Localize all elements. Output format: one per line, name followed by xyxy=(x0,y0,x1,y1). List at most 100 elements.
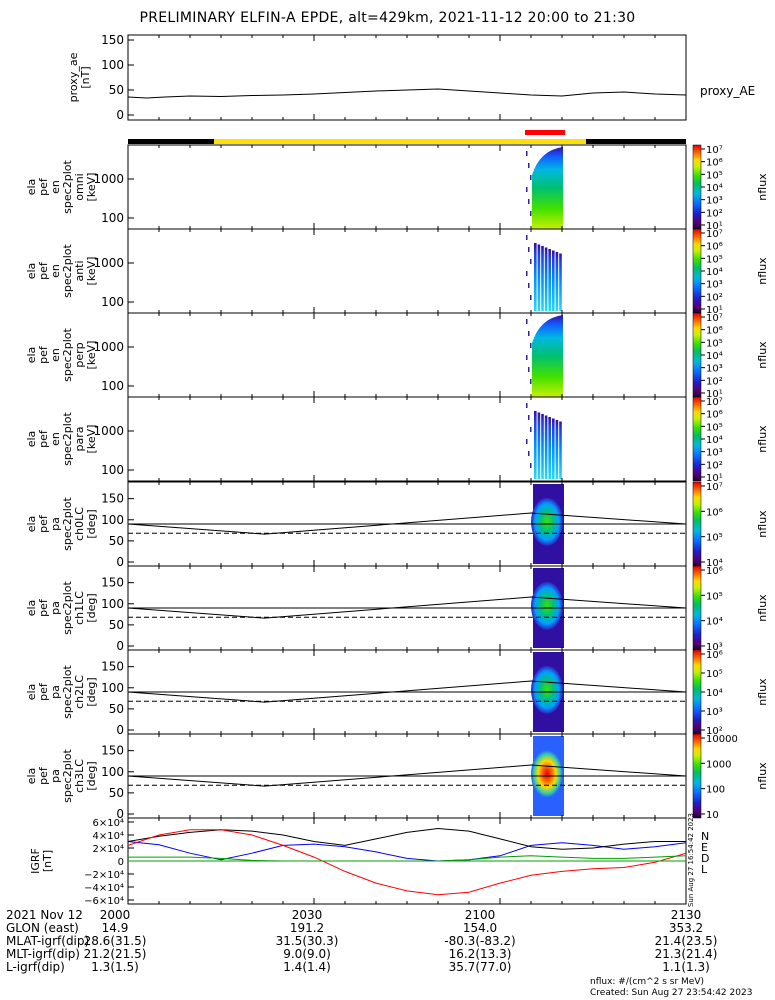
energy-panel-ylabel: pef xyxy=(37,177,50,196)
spectrogram-stripe xyxy=(544,415,548,479)
colorbar-label: nflux xyxy=(756,173,769,201)
y-tick-label: −4×10⁴ xyxy=(84,883,124,894)
colorbar-tick-label: 10¹ xyxy=(706,389,723,400)
pitch-panel-ylabel: [deg] xyxy=(85,509,98,538)
colorbar-tick-label: 10¹ xyxy=(706,305,723,316)
spectrogram-stripe xyxy=(541,414,544,479)
table-cell: 191.2 xyxy=(289,921,325,935)
colorbar-tick-label: 10⁵ xyxy=(706,533,723,544)
colorbar-tick-label: 10⁵ xyxy=(706,170,723,181)
pitch-colorbar xyxy=(692,481,702,567)
energy-panel-ylabel: en xyxy=(49,264,62,278)
energy-panel-ylabel: en xyxy=(49,348,62,362)
spectrogram-speck xyxy=(528,451,530,456)
pitch-colorbar xyxy=(692,565,702,651)
colorbar-tick-label: 10⁴ xyxy=(706,351,723,362)
spectrogram-stripe xyxy=(552,418,555,479)
spectrogram-speck xyxy=(526,235,528,240)
spectrogram-speck xyxy=(530,211,532,216)
spectrogram-stripe xyxy=(537,412,541,479)
energy-panel-ylabel: [keV] xyxy=(85,425,98,454)
pitch-panel-ylabel: pef xyxy=(37,766,50,785)
pitch-panel-ylabel: ela xyxy=(25,516,38,533)
pitch-panel-ylabel: pa xyxy=(49,769,62,783)
pitch-core xyxy=(531,665,563,714)
pitch-panel-ylabel: ch0LC xyxy=(73,507,86,541)
y-tick-label: 50 xyxy=(109,83,124,97)
y-tick-label: 100 xyxy=(101,765,124,779)
colorbar-tick-label: 10⁶ xyxy=(706,326,723,337)
y-tick-label: 0 xyxy=(116,807,124,821)
spectrogram-speck xyxy=(526,271,528,276)
colorbar-label: nflux xyxy=(756,594,769,622)
pitch-panel-ylabel: ela xyxy=(25,600,38,617)
energy-colorbar xyxy=(692,228,702,314)
spectrogram-speck xyxy=(528,367,530,372)
energy-panel-ylabel: spec2plot xyxy=(61,160,74,214)
colorbar-tick-label: 10⁶ xyxy=(706,566,723,577)
units-note: nflux: #/(cm^2 s sr MeV) xyxy=(590,977,704,987)
colorbar-tick-label: 10⁶ xyxy=(706,158,723,169)
spectrogram-speck xyxy=(528,331,530,336)
colorbar-label: nflux xyxy=(756,341,769,369)
table-cell: -80.3(-83.2) xyxy=(444,934,516,948)
colorbar-tick-label: 10⁶ xyxy=(706,410,723,421)
energy-panel-frame xyxy=(127,396,687,482)
y-tick-label: 1000 xyxy=(93,424,124,438)
energy-colorbar xyxy=(692,312,702,398)
energy-panel-ylabel: spec2plot xyxy=(61,244,74,298)
colorbar-tick-label: 10⁵ xyxy=(706,338,723,349)
colorbar-tick-label: 10⁵ xyxy=(706,254,723,265)
table-cell: 21.2(21.5) xyxy=(83,947,147,961)
colorbar-tick-label: 10² xyxy=(706,208,723,219)
proxy-ae-ylabel: [nT] xyxy=(79,66,92,88)
y-tick-label: 4×10⁴ xyxy=(93,831,124,842)
colorbar-tick-label: 10¹ xyxy=(706,473,723,484)
pitch-panel-ylabel: spec2plot xyxy=(61,497,74,551)
spectrogram-speck xyxy=(530,343,532,348)
y-tick-label: 100 xyxy=(101,295,124,309)
energy-panel-frame xyxy=(127,144,687,230)
y-tick-label: 100 xyxy=(101,513,124,527)
colorbar-tick-label: 10³ xyxy=(706,196,723,207)
pitch-panel-ylabel: pef xyxy=(37,682,50,701)
y-tick-label: 1000 xyxy=(93,172,124,186)
colorbar-tick-label: 10⁶ xyxy=(706,242,723,253)
table-cell: 2100 xyxy=(464,908,496,922)
y-tick-label: 0 xyxy=(118,857,124,868)
igrf-ylabel: [nT] xyxy=(41,850,54,872)
pitch-panel-ylabel: spec2plot xyxy=(61,749,74,803)
table-row-label: 2021 Nov 12 xyxy=(6,908,83,922)
spectrogram-speck xyxy=(530,463,532,468)
table-cell: 14.9 xyxy=(101,921,129,935)
spectrogram-speck xyxy=(526,439,528,444)
colorbar-tick-label: 10⁴ xyxy=(706,435,723,446)
energy-panel-ylabel: pef xyxy=(37,345,50,364)
spectrogram-speck xyxy=(530,379,532,384)
spectrogram-speck xyxy=(528,247,530,252)
y-tick-label: −6×10⁴ xyxy=(84,896,124,907)
y-tick-label: 1000 xyxy=(93,340,124,354)
y-tick-label: 150 xyxy=(101,33,124,47)
colorbar-tick-label: 10⁷ xyxy=(706,397,723,408)
y-tick-label: 100 xyxy=(101,463,124,477)
table-cell: 28.6(31.5) xyxy=(83,934,147,948)
igrf-line-N xyxy=(128,841,686,862)
igrf-line-D xyxy=(128,829,686,896)
table-row-label: MLAT-igrf(dip) xyxy=(6,934,90,948)
spectrogram-speck xyxy=(530,175,532,180)
y-tick-label: 100 xyxy=(101,379,124,393)
colorbar-label: nflux xyxy=(756,257,769,285)
energy-panel-ylabel: pef xyxy=(37,429,50,448)
spectrogram-stripe xyxy=(559,421,562,479)
y-tick-label: 0 xyxy=(116,639,124,653)
energy-panel-ylabel: [keV] xyxy=(85,257,98,286)
pitch-panel-ylabel: ch1LC xyxy=(73,591,86,625)
pitch-colorbar xyxy=(692,733,702,819)
y-tick-label: 2×10⁴ xyxy=(93,844,124,855)
table-cell: 154.0 xyxy=(462,921,498,935)
colorbar-tick-label: 10⁴ xyxy=(706,558,723,569)
igrf-ylabel: IGRF xyxy=(29,848,42,874)
y-tick-label: 0 xyxy=(116,723,124,737)
spectrogram-speck xyxy=(526,151,528,156)
